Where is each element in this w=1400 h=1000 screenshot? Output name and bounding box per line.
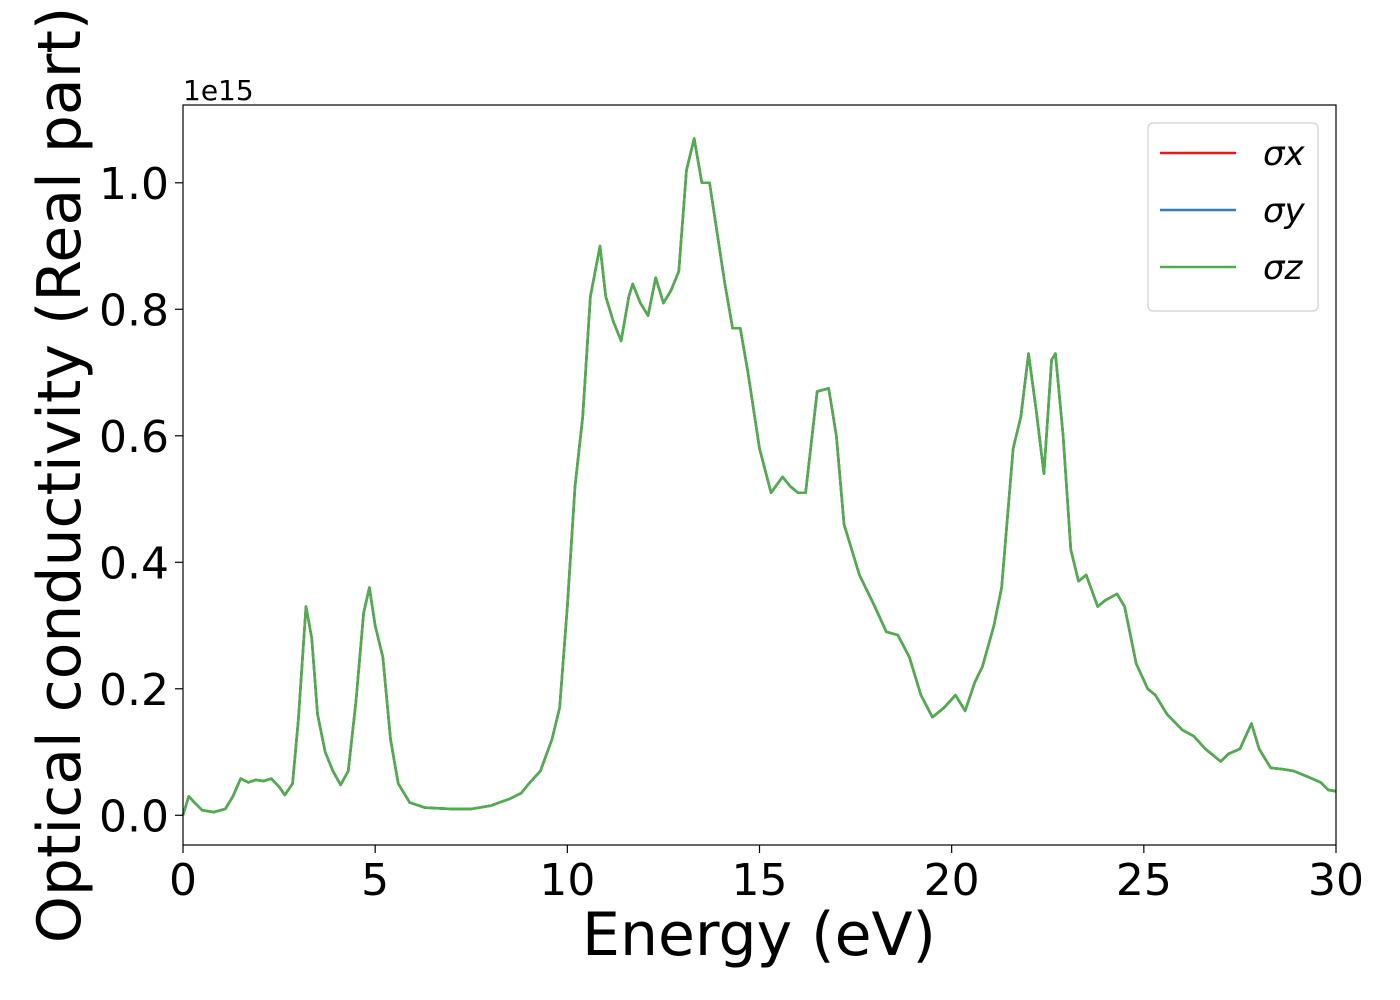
x-tick-label: 30 xyxy=(1308,855,1364,906)
x-tick-label: 0 xyxy=(169,855,197,906)
y-tick-label: 0.2 xyxy=(99,665,169,716)
legend-label: σy xyxy=(1263,191,1306,231)
x-tick-label: 15 xyxy=(732,855,788,906)
y-tick-label: 0.8 xyxy=(99,285,169,336)
x-tick-label: 25 xyxy=(1116,855,1172,906)
y-tick-label: 0.4 xyxy=(99,538,169,589)
y-tick-label: 0.6 xyxy=(99,412,169,463)
x-tick-label: 5 xyxy=(361,855,389,906)
x-tick-label: 20 xyxy=(924,855,980,906)
legend-label: σx xyxy=(1263,134,1306,174)
series-line xyxy=(181,137,1337,816)
legend-label: σz xyxy=(1263,248,1304,288)
x-tick-label: 10 xyxy=(539,855,595,906)
y-tick-label: 0.0 xyxy=(99,791,169,842)
y-tick-label: 1.0 xyxy=(99,159,169,210)
offset-text: 1e15 xyxy=(183,74,254,107)
x-axis-label: Energy (eV) xyxy=(582,900,936,970)
y-axis-label: Optical conductivity (Real part) xyxy=(25,7,95,944)
legend-box xyxy=(1147,122,1319,312)
plot-frame xyxy=(182,104,1337,846)
